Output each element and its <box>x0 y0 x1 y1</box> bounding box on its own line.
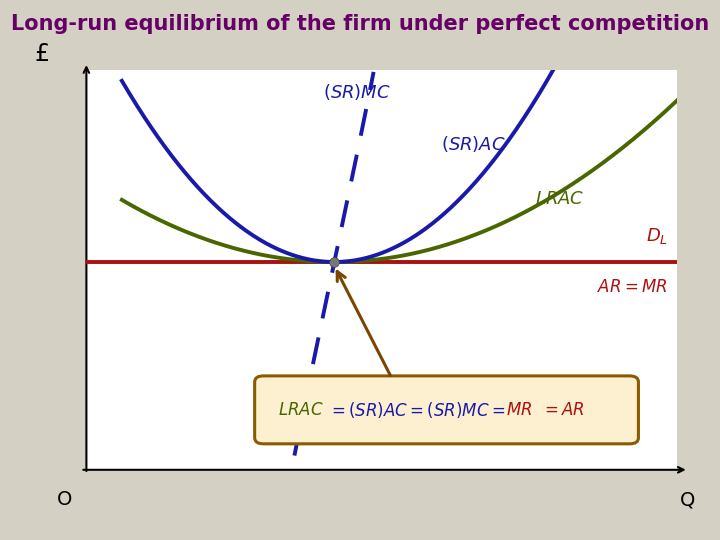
Text: O: O <box>57 490 73 509</box>
Text: Q: Q <box>680 490 696 509</box>
Text: $LRAC$: $LRAC$ <box>535 190 585 208</box>
Text: Long-run equilibrium of the firm under perfect competition: Long-run equilibrium of the firm under p… <box>11 14 709 33</box>
FancyBboxPatch shape <box>255 376 639 444</box>
Text: $AR = MR$: $AR = MR$ <box>598 278 668 296</box>
Text: £: £ <box>35 42 50 66</box>
Text: $= (SR)AC = (SR)MC =$: $= (SR)AC = (SR)MC =$ <box>328 400 505 420</box>
Text: $D_L$: $D_L$ <box>646 226 668 246</box>
Text: $= AR$: $= AR$ <box>541 401 585 419</box>
Text: $MR$: $MR$ <box>505 401 532 419</box>
Text: $(SR)AC$: $(SR)AC$ <box>441 134 505 154</box>
Text: $(SR)MC$: $(SR)MC$ <box>323 82 390 102</box>
Text: $LRAC$: $LRAC$ <box>278 401 324 419</box>
